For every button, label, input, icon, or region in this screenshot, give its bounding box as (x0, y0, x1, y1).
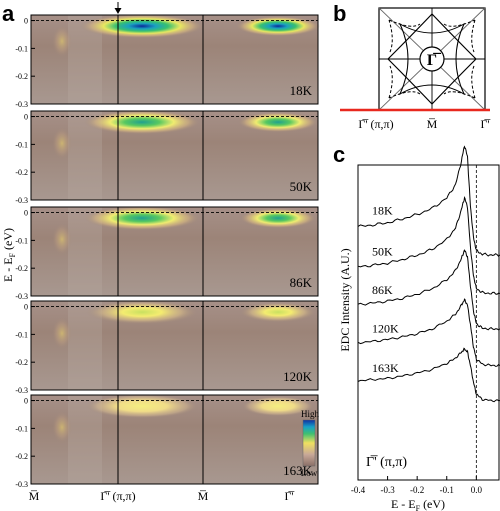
band-main (84, 110, 200, 135)
heatmap-panel: 0 -0.1 -0.2 -0.3 18K (15, 14, 320, 109)
temperature-label: 50K (290, 179, 313, 194)
temperature-label: 163K (283, 463, 313, 478)
b-x-label-m: M̅ (427, 117, 438, 131)
a-x-label-m2: M̅ (198, 489, 209, 503)
panel-a-xlabels: M̅ Γ̅' (π,π) M̅ Γ̅' (29, 489, 296, 503)
heatmap-frame (30, 206, 319, 297)
fermi-surface-dashed (388, 19, 476, 99)
y-tick-label: -0.1 (15, 236, 28, 245)
colorbar-scale (302, 419, 316, 467)
edc-x-tick-label: -0.4 (351, 485, 366, 495)
colorbar-high-label: High (301, 409, 320, 419)
b-x-label-gamma-prime: Γ̅' (π,π) (358, 117, 393, 131)
fermi-surface-solid (387, 13, 477, 105)
heatmap-panel: 0 -0.1 -0.2 -0.3 120K (15, 300, 319, 395)
panel-c-ylabel: EDC Intensity (A.U.) (338, 248, 352, 351)
heatmap-smudge (52, 411, 72, 444)
heatmap-frame (30, 300, 319, 391)
edc-curve (357, 298, 500, 367)
edc-x-tick-label: -0.2 (410, 485, 424, 495)
a-x-label-gamma-prime-2: Γ̅' (284, 489, 295, 503)
b-x-label-gamma-prime-2: Γ̅' (480, 117, 491, 131)
edc-curve-label: 120K (372, 322, 399, 336)
panel-a-heatmaps: 0 -0.1 -0.2 -0.3 18K 0 -0.1 -0.2 -0.3 50K 0 -0.1 -0.… (15, 14, 320, 489)
edc-curve-label: 18K (372, 204, 393, 218)
y-tick-label: -0.2 (15, 72, 28, 81)
y-tick-label: 0 (24, 209, 28, 218)
edc-curve (357, 249, 500, 331)
band-right (240, 302, 316, 323)
panel-a-label: a (2, 1, 15, 26)
edc-curve (357, 145, 500, 257)
heatmap-panel: 0 -0.1 -0.2 -0.3 86K (15, 206, 319, 301)
heatmap-frame (30, 110, 319, 201)
pocket-outer (398, 22, 466, 96)
panel-c-xlabel: E - EF (eV) (391, 497, 445, 511)
y-tick-label: 0 (24, 397, 28, 406)
colorbar-low-label: Low (301, 468, 318, 478)
band-main (80, 14, 204, 39)
y-tick-label: 0 (24, 113, 28, 122)
y-tick-label: -0.2 (15, 264, 28, 273)
edc-curve-label: 86K (372, 283, 393, 297)
edc-frame (357, 164, 500, 481)
edc-curve-label: 50K (372, 244, 393, 258)
y-tick-label: 0 (24, 17, 28, 26)
heatmap-smudge (52, 25, 72, 58)
panel-a-ylabel: E - EF (eV) (1, 228, 17, 282)
heatmap-smudge (52, 223, 72, 256)
colorbar: High Low (301, 409, 320, 478)
cut-arrow (114, 2, 122, 14)
panel-c-k-label: Γ̅' (π,π) (366, 455, 407, 470)
edc-x-tick-label: -0.1 (440, 485, 454, 495)
y-tick-label: -0.1 (15, 424, 28, 433)
y-tick-label: -0.1 (15, 140, 28, 149)
band-right (242, 396, 314, 417)
y-tick-label: -0.3 (15, 480, 28, 489)
band-main (86, 394, 198, 419)
y-tick-label: -0.2 (15, 168, 28, 177)
edc-curve (357, 195, 500, 295)
a-x-label-gamma-prime: Γ̅' (π,π) (100, 489, 135, 503)
a-x-label-m1: M̅ (29, 489, 40, 503)
panel-b-label: b (333, 1, 346, 26)
heatmap-frame (30, 394, 319, 485)
y-tick-label: -0.1 (15, 44, 28, 53)
band-right (238, 112, 318, 133)
band-main (86, 300, 198, 325)
gamma-circle (419, 46, 445, 72)
y-tick-label: -0.3 (15, 292, 28, 301)
temperature-label: 120K (283, 369, 313, 384)
heatmap-frame (30, 14, 319, 105)
y-tick-label: -0.3 (15, 196, 28, 205)
edc-curve (357, 347, 500, 403)
panel-c-edc-plot: -0.4 -0.3 -0.2 -0.1 0.0 18K 50K 86K 120K 163K (351, 145, 500, 495)
y-tick-label: -0.3 (15, 100, 28, 109)
y-tick-label: 0 (24, 303, 28, 312)
heatmap-smudge (52, 317, 72, 350)
y-tick-label: -0.2 (15, 358, 28, 367)
band-right (240, 208, 316, 229)
panel-c-label: c (333, 142, 345, 167)
y-tick-label: -0.3 (15, 386, 28, 395)
y-tick-label: -0.2 (15, 452, 28, 461)
temperature-label: 18K (290, 83, 313, 98)
edc-x-tick-label: -0.3 (380, 485, 395, 495)
heatmap-panel: 0 -0.1 -0.2 -0.3 50K (15, 110, 319, 205)
band-main (84, 206, 200, 231)
edc-x-tick-label: 0.0 (471, 485, 483, 495)
y-tick-label: -0.1 (15, 330, 28, 339)
heatmap-panel: 0 -0.1 -0.2 -0.3 163K (15, 394, 319, 489)
heatmap-smudge (52, 127, 72, 160)
edc-curve-label: 163K (372, 361, 399, 375)
band-right (236, 16, 320, 37)
panel-b-brillouin-zone: Γ̅ Γ̅' (π,π) M̅ Γ̅' (340, 7, 491, 131)
temperature-label: 86K (290, 275, 313, 290)
